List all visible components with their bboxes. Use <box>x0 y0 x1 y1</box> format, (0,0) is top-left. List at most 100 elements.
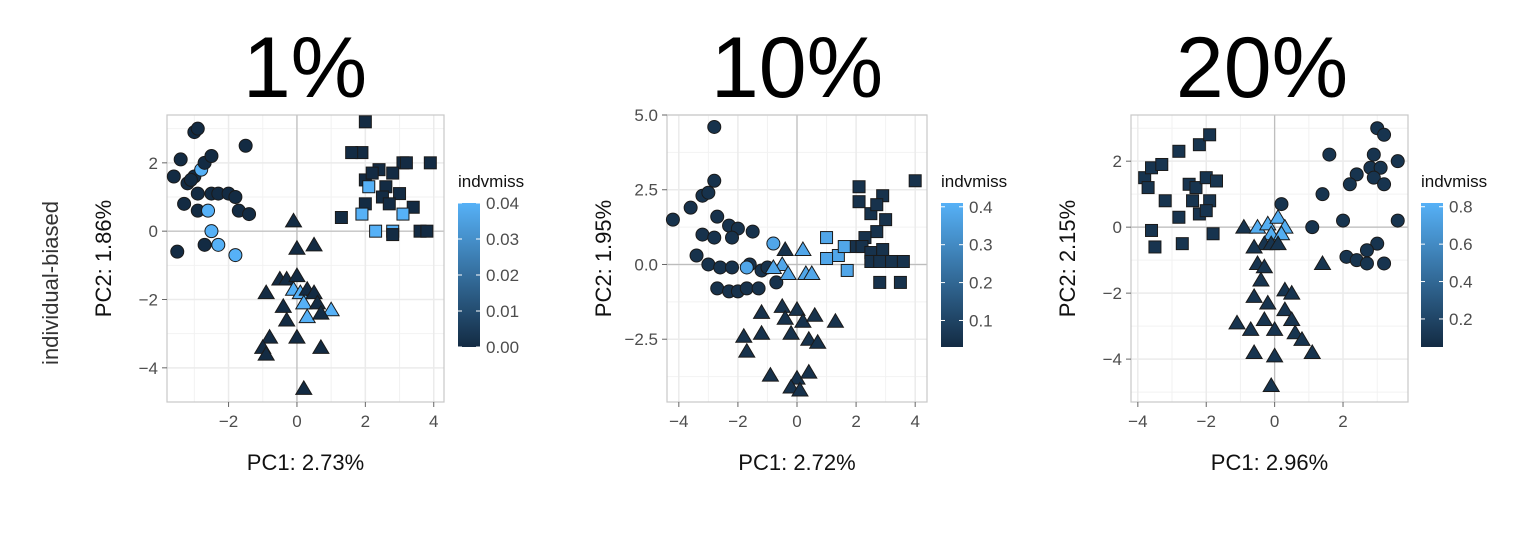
y-axis-title: PC2: 2.15% <box>1055 200 1080 317</box>
x-tick-label: 0 <box>792 412 801 431</box>
data-point-circle <box>190 121 205 136</box>
data-point-square <box>386 166 400 180</box>
data-point-circle <box>1377 127 1392 142</box>
data-point-triangle <box>791 381 809 397</box>
data-point-square <box>870 225 884 239</box>
x-tick-label: 2 <box>361 412 370 431</box>
data-point-triangle <box>274 297 293 313</box>
data-point-triangle <box>257 284 276 300</box>
data-point-square <box>1175 237 1189 251</box>
data-point-square <box>885 254 899 268</box>
data-point-square <box>840 263 854 277</box>
data-point-circle <box>707 119 722 134</box>
data-point-circle <box>1366 170 1381 185</box>
y-tick-label: 2.5 <box>634 181 658 200</box>
data-point-circle <box>710 281 725 296</box>
legend-label: 0.01 <box>486 302 519 321</box>
y-tick-label: 0.0 <box>634 255 658 274</box>
y-tick-label: −2.5 <box>624 330 658 349</box>
data-point-square <box>1192 138 1206 152</box>
data-point-circle <box>1315 187 1330 202</box>
data-point-triangle <box>1286 324 1305 340</box>
legend-colorbar <box>458 203 480 347</box>
data-point-circle <box>689 248 704 263</box>
data-point-square <box>820 231 834 245</box>
legend-colorbar <box>941 203 963 347</box>
legend-label: 0.3 <box>969 236 993 255</box>
data-point-square <box>1186 194 1200 208</box>
data-point-triangle <box>794 241 812 257</box>
data-point-circle <box>707 173 722 188</box>
data-point-square <box>876 243 890 257</box>
row-label: individual-biased <box>38 201 63 365</box>
x-tick-label: 4 <box>429 412 438 431</box>
data-point-triangle <box>782 324 800 340</box>
data-point-circle <box>707 230 722 245</box>
data-point-circle <box>228 190 243 204</box>
data-point-circle <box>1373 160 1388 175</box>
data-point-triangle <box>1258 294 1277 310</box>
data-point-circle <box>211 237 226 252</box>
x-tick-label: −2 <box>1197 412 1216 431</box>
data-point-square <box>1148 240 1162 254</box>
legend-label: 0.1 <box>969 311 993 330</box>
data-point-circle <box>695 227 710 242</box>
data-point-square <box>1155 157 1169 171</box>
data-point-circle <box>766 236 781 251</box>
data-point-circle <box>183 172 198 187</box>
data-point-circle <box>228 248 243 263</box>
data-point-square <box>1203 128 1217 142</box>
x-tick-label: −2 <box>728 412 747 431</box>
data-point-triangle <box>788 300 806 316</box>
data-point-triangle <box>288 267 306 283</box>
y-tick-label: 0 <box>1113 218 1122 237</box>
x-tick-label: −4 <box>669 412 688 431</box>
data-point-square <box>837 240 851 254</box>
data-point-triangle <box>761 366 780 382</box>
data-point-square <box>393 187 407 201</box>
data-point-triangle <box>826 312 845 328</box>
data-point-circle <box>204 224 219 239</box>
data-point-circle <box>725 260 739 275</box>
data-point-circle <box>173 152 188 167</box>
data-point-circle <box>177 196 192 211</box>
data-point-triangle <box>277 311 296 327</box>
data-point-circle <box>683 200 698 215</box>
data-point-triangle <box>734 327 753 343</box>
data-point-circle <box>751 281 766 296</box>
data-point-circle <box>1359 256 1374 271</box>
data-point-circle <box>1342 177 1357 192</box>
legend-label: 0.00 <box>486 338 519 357</box>
panel-1pct: 1% −2 0 2 4 −4 −2 0 2 PC1: 2.73% PC2: 1.86% indvmis… <box>91 20 524 475</box>
data-point-triangle <box>773 297 792 313</box>
data-point-circle <box>665 212 680 227</box>
legend-label: 0.02 <box>486 266 519 285</box>
data-point-circle <box>1349 167 1364 182</box>
data-point-square <box>365 166 379 180</box>
data-point-circle <box>1274 197 1289 212</box>
y-tick-label: −2 <box>139 291 158 310</box>
data-point-square <box>382 197 396 211</box>
data-point-circle <box>190 186 205 201</box>
x-tick-label: 0 <box>292 412 301 431</box>
x-axis-title: PC1: 2.73% <box>247 450 364 475</box>
x-tick-label: −2 <box>219 412 238 431</box>
data-point-square <box>358 115 372 129</box>
data-point-circle <box>701 185 716 200</box>
data-point-circle <box>1390 213 1405 228</box>
legend-colorbar <box>1421 203 1443 347</box>
y-tick-label: 2 <box>149 154 158 173</box>
data-point-square <box>423 156 437 170</box>
data-point-circle <box>204 149 219 163</box>
x-tick-label: 4 <box>910 412 919 431</box>
data-point-circle <box>1359 243 1374 258</box>
panel-title: 1% <box>243 20 367 116</box>
data-point-triangle <box>1245 287 1263 303</box>
data-point-square <box>1141 181 1155 195</box>
data-point-triangle <box>1293 330 1311 346</box>
data-point-square <box>879 213 893 227</box>
data-point-triangle <box>737 342 756 358</box>
data-point-triangle <box>1262 377 1281 393</box>
data-point-triangle <box>1234 218 1253 234</box>
y-tick-label: −4 <box>1103 350 1122 369</box>
